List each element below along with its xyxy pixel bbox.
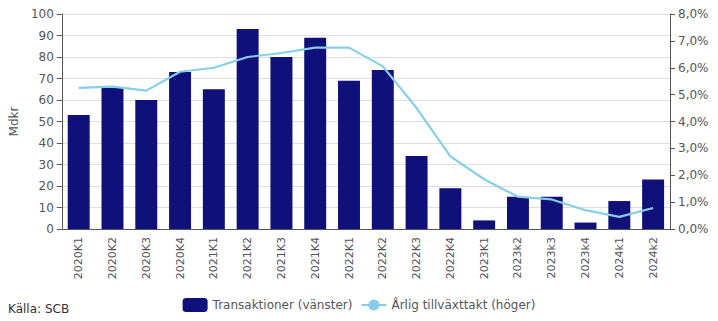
svg-text:2020K2: 2020K2 (106, 237, 119, 279)
svg-text:2023k4: 2023k4 (579, 237, 592, 278)
svg-text:6,0%: 6,0% (678, 61, 709, 75)
svg-text:2022K2: 2022K2 (376, 237, 389, 279)
svg-text:2023K1: 2023K1 (478, 237, 491, 279)
svg-text:2022K4: 2022K4 (444, 237, 457, 279)
svg-text:0: 0 (46, 222, 54, 236)
svg-text:20: 20 (39, 179, 54, 193)
svg-text:2023k2: 2023k2 (511, 237, 524, 278)
svg-text:2021K2: 2021K2 (241, 237, 254, 279)
svg-text:2023k3: 2023k3 (545, 237, 558, 278)
svg-text:2024k2: 2024k2 (647, 237, 660, 278)
svg-text:2,0%: 2,0% (678, 168, 709, 182)
svg-text:0,0%: 0,0% (678, 222, 709, 236)
svg-text:60: 60 (39, 93, 54, 107)
svg-text:70: 70 (39, 72, 54, 86)
svg-text:2021K4: 2021K4 (309, 237, 322, 279)
svg-text:90: 90 (39, 29, 54, 43)
svg-text:2022K1: 2022K1 (343, 237, 356, 279)
svg-text:50: 50 (39, 115, 54, 129)
svg-text:5,0%: 5,0% (678, 88, 709, 102)
svg-text:3,0%: 3,0% (678, 141, 709, 155)
svg-text:4,0%: 4,0% (678, 115, 709, 129)
svg-text:2020K3: 2020K3 (140, 237, 153, 279)
svg-text:80: 80 (39, 50, 54, 64)
svg-text:8,0%: 8,0% (678, 7, 709, 21)
svg-text:2022K3: 2022K3 (410, 237, 423, 279)
svg-text:2020K1: 2020K1 (72, 237, 85, 279)
svg-text:2021K1: 2021K1 (207, 237, 220, 279)
svg-text:40: 40 (39, 136, 54, 150)
svg-text:100: 100 (31, 7, 54, 21)
svg-text:1,0%: 1,0% (678, 195, 709, 209)
svg-text:7,0%: 7,0% (678, 34, 709, 48)
svg-text:10: 10 (39, 201, 54, 215)
svg-text:2021K3: 2021K3 (275, 237, 288, 279)
svg-text:2020K4: 2020K4 (174, 237, 187, 279)
svg-text:30: 30 (39, 158, 54, 172)
svg-text:Mdkr: Mdkr (7, 107, 21, 137)
svg-text:Källa: SCB: Källa: SCB (8, 302, 69, 316)
svg-text:Årlig tillväxttakt (höger): Årlig tillväxttakt (höger) (391, 297, 535, 312)
svg-text:2024k1: 2024k1 (613, 237, 626, 278)
svg-text:Transaktioner (vänster): Transaktioner (vänster) (212, 298, 353, 312)
